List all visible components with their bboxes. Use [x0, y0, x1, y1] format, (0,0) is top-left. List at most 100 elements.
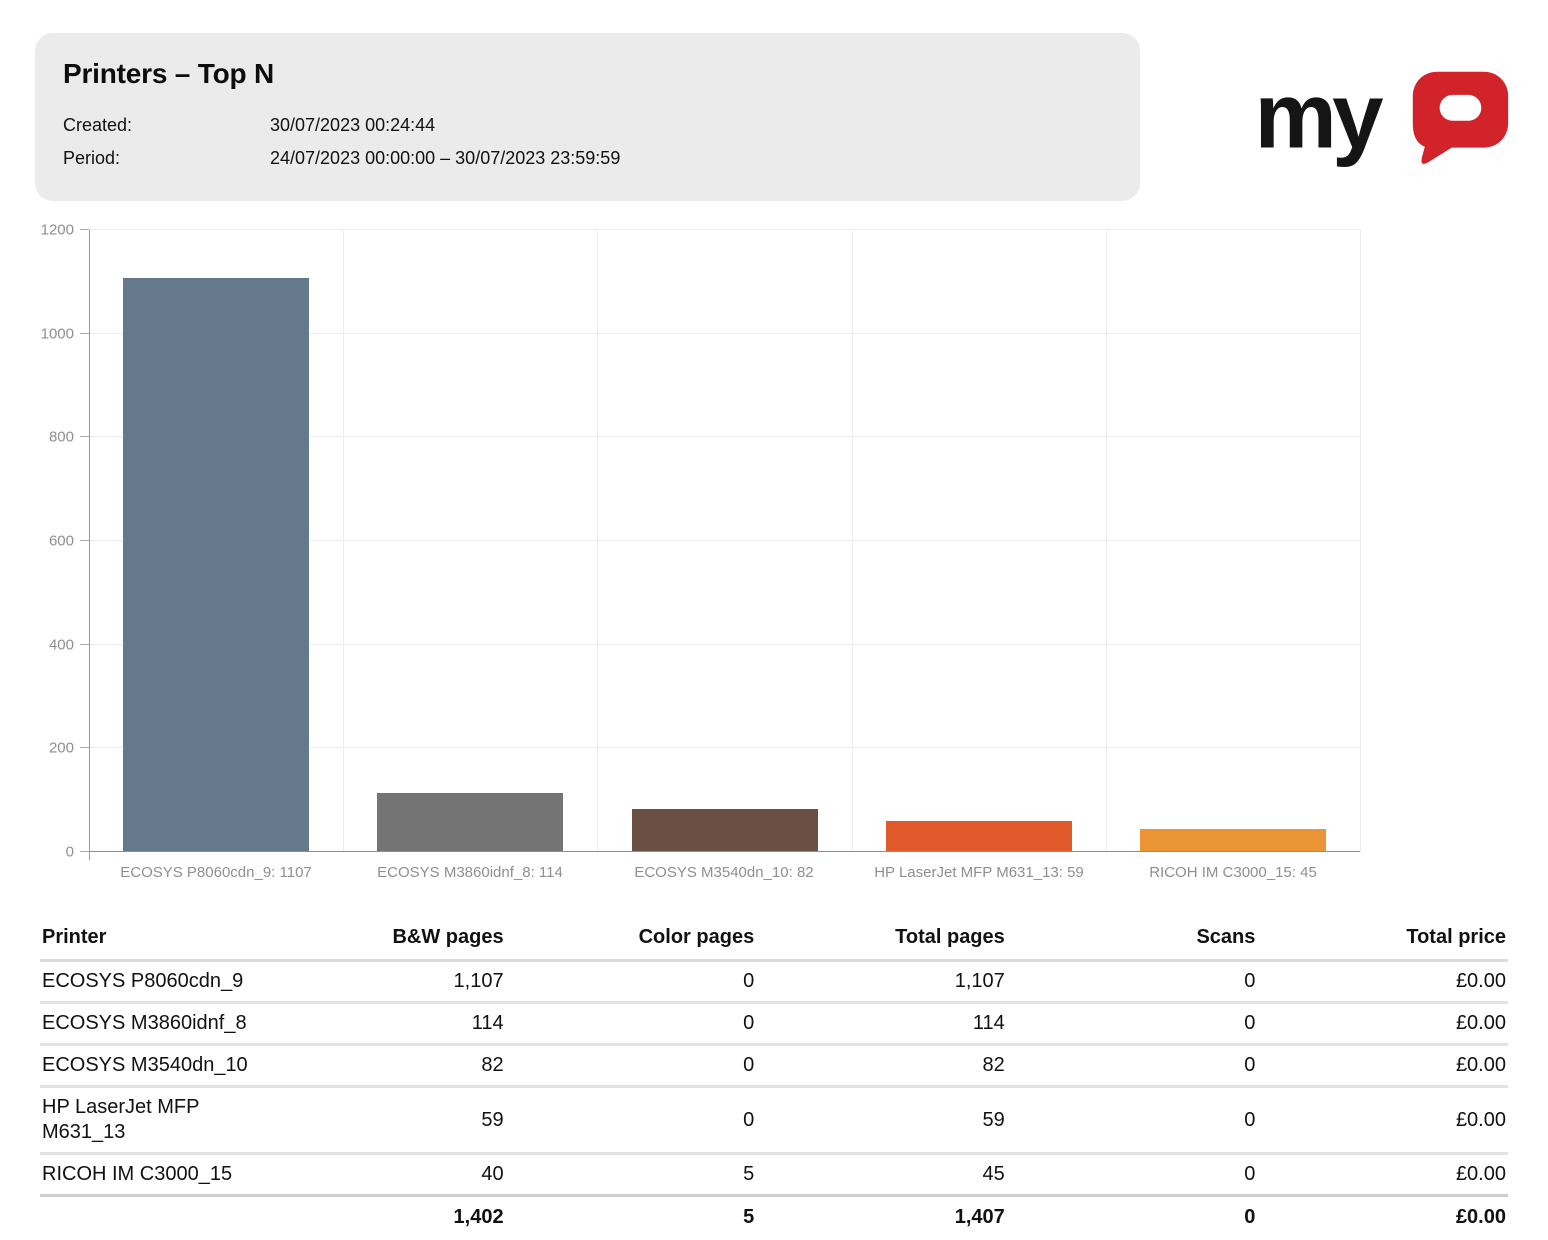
bar-label: ECOSYS M3540dn_10: 82 — [634, 864, 814, 881]
table-cell: 40 — [255, 1152, 506, 1196]
y-gridline — [89, 436, 1360, 437]
table-cell: £0.00 — [1257, 1001, 1508, 1045]
bar-label: ECOSYS P8060cdn_9: 1107 — [120, 864, 312, 881]
table-cell: £0.00 — [1257, 1152, 1508, 1196]
table-cell: 0 — [505, 1043, 757, 1087]
created-value: 30/07/2023 00:24:44 — [270, 115, 436, 135]
y-tick-label: 800 — [48, 428, 74, 446]
totals-row: 1,402 5 1,407 0 £0.00 — [40, 1194, 1508, 1238]
y-gridline — [89, 747, 1360, 748]
y-tick-label: 600 — [48, 532, 74, 550]
report-meta: Created: 30/07/2023 00:24:44 Period: 24/… — [63, 115, 1112, 169]
table-cell: 114 — [255, 1001, 506, 1045]
bar-label: ECOSYS M3860idnf_8: 114 — [377, 864, 563, 881]
table-cell: HP LaserJet MFP M631_13 — [40, 1085, 255, 1154]
table-row: ECOSYS M3860idnf_8 114 0 114 0 £0.00 — [40, 1001, 1508, 1045]
table-row: ECOSYS P8060cdn_9 1,107 0 1,107 0 £0.00 — [40, 961, 1508, 1003]
x-gridline — [597, 230, 598, 852]
y-tick-label: 1200 — [40, 221, 74, 239]
table-cell: 45 — [756, 1152, 1007, 1196]
x-gridline — [852, 230, 853, 852]
table-cell: RICOH IM C3000_15 — [40, 1152, 255, 1196]
x-axis-line — [89, 851, 1360, 852]
table-cell: 5 — [505, 1152, 757, 1196]
y-tick — [80, 333, 89, 334]
table-cell: 0 — [1006, 1085, 1258, 1154]
table-cell: 82 — [255, 1043, 506, 1087]
table-cell: 0 — [505, 1001, 757, 1045]
table-cell: 0 — [1006, 1001, 1258, 1045]
totals-cell: 1,407 — [756, 1194, 1007, 1238]
table-row: ECOSYS M3540dn_10 82 0 82 0 £0.00 — [40, 1043, 1508, 1087]
column-header: Printer — [40, 922, 255, 962]
y-tick — [80, 540, 89, 541]
created-label: Created: — [63, 115, 133, 135]
table-cell: ECOSYS M3860idnf_8 — [40, 1001, 255, 1045]
x-gridline — [1106, 230, 1107, 852]
y-tick-label: 1000 — [40, 325, 74, 343]
totals-cell: 1,402 — [255, 1194, 506, 1238]
logo-my-text: my — [1260, 66, 1383, 168]
chart-category-labels: ECOSYS P8060cdn_9: 1107 ECOSYS M3860idnf_… — [89, 864, 1360, 894]
report-header-panel: Printers – Top N Created: 30/07/2023 00:… — [35, 33, 1140, 201]
column-header: Total price — [1257, 922, 1508, 962]
table-body: ECOSYS P8060cdn_9 1,107 0 1,107 0 £0.00 ECOSYS… — [40, 961, 1508, 1196]
table-cell: £0.00 — [1455, 970, 1506, 992]
table-cell: 59 — [255, 1085, 506, 1154]
bar-label: HP LaserJet MFP M631_13: 59 — [874, 864, 1084, 881]
bar — [1140, 829, 1326, 852]
myq-logo: my — [1254, 64, 1510, 168]
table-cell: 114 — [756, 1001, 1007, 1045]
y-tick — [80, 747, 89, 748]
y-tick-label: 200 — [48, 739, 74, 757]
logo-q-counter — [1439, 94, 1482, 121]
table-cell: 0 — [1006, 1043, 1258, 1087]
totals-cell: 5 — [505, 1194, 757, 1238]
totals-cell: £0.00 — [1257, 1194, 1508, 1238]
myq-logo-graphic: my — [1254, 64, 1509, 168]
x-gridline — [1360, 230, 1361, 852]
column-header: B&W pages — [255, 922, 506, 962]
printers-chart: 0 200 400 600 800 1000 1200 ECOSYS P8060cdn_9:… — [0, 210, 1548, 910]
column-header: Total pages — [756, 922, 1007, 962]
table-cell: 0 — [505, 1085, 757, 1154]
table-cell: £0.00 — [1257, 1043, 1508, 1087]
column-header: Color pages — [505, 922, 757, 962]
table-cell: 0 — [743, 970, 755, 992]
table-cell: 82 — [756, 1043, 1007, 1087]
totals-cell: 0 — [1006, 1194, 1258, 1238]
bar — [632, 809, 818, 852]
y-gridline — [89, 333, 1360, 334]
y-tick-label: 400 — [48, 636, 74, 654]
table-cell: ECOSYS M3540dn_10 — [40, 1043, 255, 1087]
y-tick — [80, 229, 89, 230]
y-tick — [80, 644, 89, 645]
y-axis-line — [89, 230, 90, 860]
bar — [377, 793, 563, 852]
table-cell: 1,107 — [954, 970, 1005, 992]
table-cell: ECOSYS P8060cdn_9 — [42, 970, 244, 992]
y-gridline — [89, 540, 1360, 541]
chart-plot: 0 200 400 600 800 1000 1200 — [41, 223, 1361, 860]
y-tick-label: 0 — [65, 843, 74, 861]
table-cell: 59 — [756, 1085, 1007, 1154]
table-row: RICOH IM C3000_15 40 5 45 0 £0.00 — [40, 1152, 1508, 1196]
table-cell: £0.00 — [1257, 1085, 1508, 1154]
table-row: HP LaserJet MFP M631_13 59 0 59 0 £0.00 — [40, 1085, 1508, 1154]
y-tick — [80, 851, 89, 852]
y-gridline — [89, 229, 1360, 230]
printers-table: Printer B&W pages Color pages Total pages Sc… — [40, 922, 1508, 1238]
totals-cell — [40, 1194, 255, 1238]
table-cell: 1,107 — [453, 970, 504, 992]
period-label: Period: — [63, 148, 121, 168]
table-cell: 0 — [1244, 970, 1256, 992]
table-cell: 0 — [1006, 1152, 1258, 1196]
bar — [886, 821, 1072, 852]
bar — [123, 278, 309, 852]
bar-label: RICOH IM C3000_15: 45 — [1149, 864, 1317, 881]
x-gridline — [343, 230, 344, 852]
period-value: 24/07/2023 00:00:00 – 30/07/2023 23:59:5… — [270, 148, 621, 168]
y-tick — [80, 436, 89, 437]
table-header-row: Printer B&W pages Color pages Total pages Sc… — [40, 922, 1508, 962]
